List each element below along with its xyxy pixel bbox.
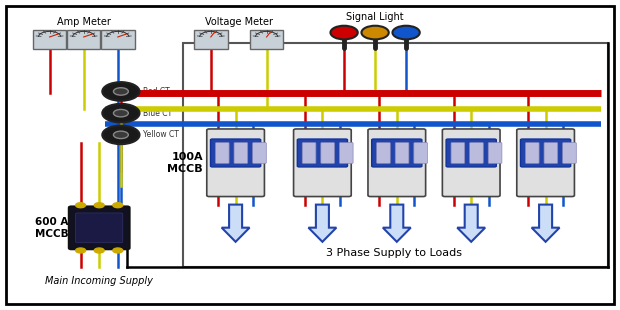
Circle shape [102, 82, 140, 101]
Text: Red CT: Red CT [143, 87, 169, 96]
FancyBboxPatch shape [396, 143, 409, 163]
Polygon shape [383, 205, 410, 242]
FancyBboxPatch shape [517, 129, 574, 197]
FancyBboxPatch shape [298, 139, 347, 167]
FancyBboxPatch shape [216, 143, 229, 163]
Text: Voltage Meter: Voltage Meter [205, 17, 273, 27]
FancyBboxPatch shape [101, 30, 135, 49]
Polygon shape [309, 205, 336, 242]
Polygon shape [458, 205, 485, 242]
Circle shape [113, 109, 128, 117]
FancyBboxPatch shape [489, 143, 502, 163]
FancyBboxPatch shape [451, 143, 465, 163]
Circle shape [76, 248, 86, 253]
Text: Signal Light: Signal Light [347, 12, 404, 22]
Circle shape [94, 203, 104, 208]
Circle shape [94, 248, 104, 253]
Polygon shape [222, 205, 249, 242]
Circle shape [102, 126, 140, 144]
FancyBboxPatch shape [526, 143, 539, 163]
Text: 100A
MCCB: 100A MCCB [167, 152, 203, 174]
Text: Blue CT: Blue CT [143, 108, 172, 118]
FancyBboxPatch shape [69, 206, 130, 249]
FancyBboxPatch shape [340, 143, 353, 163]
Polygon shape [531, 205, 559, 242]
FancyBboxPatch shape [563, 143, 577, 163]
FancyBboxPatch shape [470, 143, 484, 163]
FancyBboxPatch shape [443, 129, 500, 197]
FancyBboxPatch shape [33, 30, 66, 49]
Bar [183, 43, 608, 267]
FancyBboxPatch shape [303, 143, 316, 163]
FancyBboxPatch shape [544, 143, 558, 163]
Circle shape [102, 104, 140, 122]
Text: Main Incoming Supply: Main Incoming Supply [45, 276, 153, 286]
FancyBboxPatch shape [446, 139, 496, 167]
FancyBboxPatch shape [250, 30, 283, 49]
FancyBboxPatch shape [207, 129, 264, 197]
FancyBboxPatch shape [253, 143, 267, 163]
Text: 600 A
MCCB: 600 A MCCB [35, 217, 68, 239]
Circle shape [392, 26, 420, 39]
Circle shape [330, 26, 358, 39]
FancyBboxPatch shape [321, 143, 335, 163]
Circle shape [113, 131, 128, 139]
FancyBboxPatch shape [211, 139, 261, 167]
Circle shape [361, 26, 389, 39]
Circle shape [113, 203, 123, 208]
Circle shape [113, 248, 123, 253]
FancyBboxPatch shape [294, 129, 351, 197]
Text: 3 Phase Supply to Loads: 3 Phase Supply to Loads [326, 248, 463, 258]
Circle shape [76, 203, 86, 208]
Text: Amp Meter: Amp Meter [57, 17, 110, 27]
FancyBboxPatch shape [67, 30, 100, 49]
FancyBboxPatch shape [194, 30, 228, 49]
FancyBboxPatch shape [368, 129, 425, 197]
FancyBboxPatch shape [414, 143, 428, 163]
Text: Yellow CT: Yellow CT [143, 130, 179, 140]
FancyBboxPatch shape [372, 139, 422, 167]
FancyBboxPatch shape [234, 143, 248, 163]
FancyBboxPatch shape [377, 143, 391, 163]
FancyBboxPatch shape [521, 139, 571, 167]
FancyBboxPatch shape [76, 213, 123, 243]
Circle shape [113, 88, 128, 95]
